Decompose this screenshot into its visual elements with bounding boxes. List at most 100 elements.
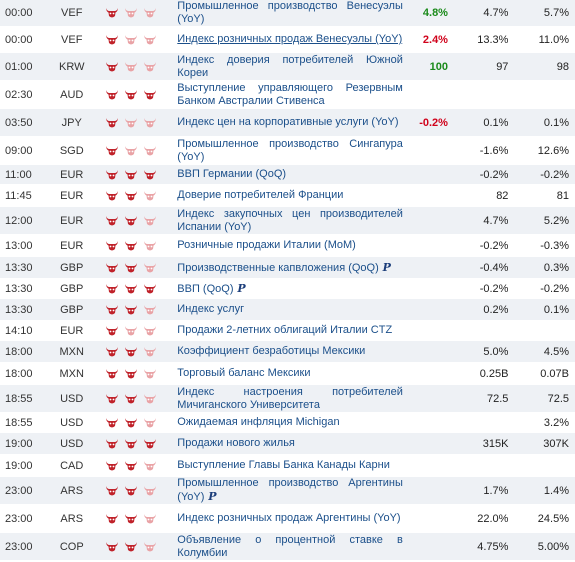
bull-filled-icon (124, 240, 138, 252)
event-link[interactable]: Индекс цен на корпоративные услуги (YoY) (177, 116, 403, 129)
importance-rating (91, 412, 178, 433)
event-link[interactable]: Индекс услуг (177, 303, 403, 316)
bull-filled-icon (105, 240, 119, 252)
event-link[interactable]: Производственные капвложения (QoQ) P (177, 261, 403, 275)
bull-empty-icon (143, 304, 157, 316)
event-link[interactable]: Торговый баланс Мексики (177, 367, 403, 380)
event-link[interactable]: Коэффициент безработицы Мексики (177, 345, 403, 358)
event-forecast: 72.5 (451, 384, 513, 413)
bull-filled-icon (105, 325, 119, 337)
event-cell: Торговый баланс Мексики (177, 362, 407, 385)
event-previous: 0.07B (512, 362, 575, 385)
event-cell: Промышленное производство Венесуэлы (YoY… (177, 0, 407, 27)
event-row: 11:45 EUR Доверие потребителей Франции 82 81 (0, 184, 575, 207)
importance-rating (91, 504, 178, 533)
event-link[interactable]: Индекс доверия потребителей Южной Кореи (177, 54, 403, 80)
event-currency: CAD (52, 454, 92, 477)
event-previous (512, 80, 575, 109)
event-previous: 5.00% (512, 532, 575, 561)
event-currency: KRW (52, 52, 92, 81)
event-forecast: 0.25B (451, 362, 513, 385)
bull-filled-icon (143, 283, 157, 295)
importance-rating (91, 476, 178, 505)
event-link[interactable]: Выступление Главы Банка Канады Карни (177, 459, 403, 472)
event-link[interactable]: Индекс настроения потребителей Мичиганск… (177, 386, 403, 412)
event-link[interactable]: Индекс розничных продаж Аргентины (YoY) (177, 512, 403, 525)
importance-rating (91, 136, 178, 165)
bull-filled-icon (105, 169, 119, 181)
event-previous: 0.3% (512, 256, 575, 279)
event-row: 18:00 MXN Коэффициент безработицы Мексики 5… (0, 340, 575, 363)
bull-empty-icon (124, 34, 138, 46)
event-forecast (451, 454, 513, 477)
event-time: 13:30 (0, 278, 53, 299)
event-previous: 1.4% (512, 476, 575, 505)
event-link[interactable]: Объявление о процентной ставке в Колумби… (177, 534, 403, 560)
event-link[interactable]: Индекс закупочных цен производителей Исп… (177, 208, 403, 234)
event-cell: Объявление о процентной ставке в Колумби… (177, 532, 407, 561)
bull-filled-icon (105, 215, 119, 227)
bull-empty-icon (124, 117, 138, 129)
event-time: 13:00 (0, 234, 53, 257)
event-forecast: 4.75% (451, 532, 513, 561)
event-link[interactable]: Доверие потребителей Франции (177, 189, 403, 202)
event-forecast: -0.4% (451, 256, 513, 279)
bull-filled-icon (124, 346, 138, 358)
event-actual (406, 256, 452, 279)
event-link[interactable]: ВВП Германии (QoQ) (177, 168, 403, 181)
event-link[interactable]: Промышленное производство Сингапура (YoY… (177, 138, 403, 164)
event-link[interactable]: ВВП (QoQ) P (177, 282, 403, 296)
bull-filled-icon (105, 485, 119, 497)
event-time: 19:00 (0, 432, 53, 455)
event-currency: SGD (52, 136, 92, 165)
event-cell: Индекс настроения потребителей Мичиганск… (177, 384, 407, 413)
event-time: 13:30 (0, 256, 53, 279)
event-currency: MXN (52, 340, 92, 363)
bull-filled-icon (105, 368, 119, 380)
event-name: Индекс доверия потребителей Южной Кореи (177, 53, 403, 79)
bull-filled-icon (143, 169, 157, 181)
event-actual (406, 532, 452, 561)
event-name: ВВП Германии (QoQ) (177, 168, 287, 180)
event-currency: EUR (52, 320, 92, 341)
bull-empty-icon (124, 145, 138, 157)
event-cell: Производственные капвложения (QoQ) P (177, 256, 407, 279)
bull-filled-icon (105, 262, 119, 274)
event-name: Объявление о процентной ставке в Колумби… (177, 533, 403, 559)
event-time: 23:00 (0, 504, 53, 533)
event-time: 00:00 (0, 26, 53, 53)
event-previous: 24.5% (512, 504, 575, 533)
event-link[interactable]: Продажи 2-летних облигаций Италии CTZ (177, 324, 403, 337)
event-actual (406, 454, 452, 477)
bull-filled-icon (124, 215, 138, 227)
event-time: 14:10 (0, 320, 53, 341)
event-previous: 81 (512, 184, 575, 207)
importance-rating (91, 454, 178, 477)
importance-rating (91, 52, 178, 81)
bull-empty-icon (143, 541, 157, 553)
event-cell: Розничные продажи Италии (MoM) (177, 234, 407, 257)
event-link[interactable]: Индекс розничных продаж Венесуэлы (YoY) (177, 33, 403, 46)
bull-filled-icon (105, 190, 119, 202)
event-row: 01:00 KRW Индекс доверия потребителей Южно… (0, 52, 575, 81)
bull-filled-icon (124, 485, 138, 497)
event-time: 01:00 (0, 52, 53, 81)
bull-filled-icon (124, 262, 138, 274)
event-link[interactable]: Промышленное производство Венесуэлы (YoY… (177, 0, 403, 26)
bull-empty-icon (124, 61, 138, 73)
event-link[interactable]: Выступление управляющего Резервным Банко… (177, 82, 403, 108)
event-actual: 100 (406, 52, 452, 81)
event-link[interactable]: Розничные продажи Италии (MoM) (177, 239, 403, 252)
event-forecast: 315K (451, 432, 513, 455)
bull-filled-icon (124, 393, 138, 405)
event-link[interactable]: Продажи нового жилья (177, 437, 403, 450)
event-currency: JPY (52, 108, 92, 137)
event-link[interactable]: Промышленное производство Аргентины (YoY… (177, 477, 403, 504)
importance-rating (91, 362, 178, 385)
importance-rating (91, 26, 178, 53)
event-link[interactable]: Ожидаемая инфляция Michigan (177, 416, 403, 429)
event-row: 23:00 ARS Промышленное производство Аргент… (0, 476, 575, 505)
event-cell: ВВП (QoQ) P (177, 278, 407, 299)
bull-empty-icon (143, 61, 157, 73)
event-row: 02:30 AUD Выступление управляющего Резервн… (0, 80, 575, 109)
